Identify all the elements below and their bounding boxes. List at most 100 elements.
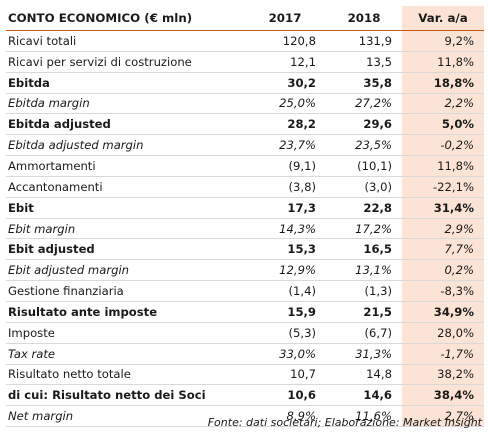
source-note: Fonte: dati societari; Elaborazione: Mar… <box>207 416 482 429</box>
row-label: Risultato ante imposte <box>6 301 244 323</box>
table-row: Ebitda 30,2 35,8 18,8% <box>6 72 484 94</box>
row-label: Ebit <box>6 197 244 219</box>
table-row: Ebit adjusted 15,3 16,5 7,7% <box>6 238 484 261</box>
value-var: 28,0% <box>402 322 484 344</box>
value-2018: 23,5% <box>326 134 402 157</box>
row-label: Ricavi totali <box>6 30 244 52</box>
value-2017: 23,7% <box>244 134 326 157</box>
value-2018: 13,5 <box>326 51 402 73</box>
value-var: 31,4% <box>402 197 484 219</box>
value-var: -1,7% <box>402 343 484 365</box>
row-label: Tax rate <box>6 343 244 365</box>
table-row: Accantonamenti (3,8) (3,0) -22,1% <box>6 176 484 198</box>
row-label: Risultato netto totale <box>6 364 244 386</box>
table-header: CONTO ECONOMICO (€ mln) 2017 2018 Var. a… <box>6 6 484 31</box>
table-row: Ebit 17,3 22,8 31,4% <box>6 197 484 219</box>
value-2018: 11,6% <box>326 405 402 428</box>
income-statement-table: CONTO ECONOMICO (€ mln) 2017 2018 Var. a… <box>6 6 484 428</box>
value-2017: 12,9% <box>244 259 326 282</box>
value-2018: 14,6 <box>326 384 402 407</box>
value-2017: 10,6 <box>244 384 326 407</box>
table-row: Ricavi per servizi di costruzione 12,1 13,… <box>6 51 484 73</box>
value-var: 38,2% <box>402 364 484 386</box>
row-label: Ebitda adjusted <box>6 113 244 136</box>
header-2018: 2018 <box>326 6 402 31</box>
value-var: 38,4% <box>402 384 484 407</box>
value-var: 11,8% <box>402 155 484 177</box>
table-row: Risultato netto totale 10,7 14,8 38,2% <box>6 364 484 386</box>
value-2018: 27,2% <box>326 93 402 115</box>
value-2018: 22,8 <box>326 197 402 219</box>
row-label: Ebitda margin <box>6 93 244 115</box>
value-2017: 15,3 <box>244 238 326 261</box>
row-label: Ebit adjusted <box>6 238 244 261</box>
header-label: CONTO ECONOMICO (€ mln) <box>6 6 244 31</box>
value-2017: 28,2 <box>244 113 326 136</box>
value-2018: 14,8 <box>326 364 402 386</box>
value-2017: 17,3 <box>244 197 326 219</box>
value-var: -22,1% <box>402 176 484 198</box>
value-2017: (3,8) <box>244 176 326 198</box>
row-label: di cui: Risultato netto dei Soci <box>6 384 244 407</box>
table-row: Gestione finanziaria (1,4) (1,3) -8,3% <box>6 280 484 302</box>
value-var: 7,7% <box>402 238 484 261</box>
table-row: Ebitda adjusted margin 23,7% 23,5% -0,2% <box>6 134 484 157</box>
header-row: CONTO ECONOMICO (€ mln) 2017 2018 Var. a… <box>6 6 484 31</box>
header-var: Var. a/a <box>402 6 484 31</box>
row-label: Accantonamenti <box>6 176 244 198</box>
value-var: 0,2% <box>402 259 484 282</box>
value-2018: (6,7) <box>326 322 402 344</box>
value-2018: 131,9 <box>326 30 402 52</box>
row-label: Imposte <box>6 322 244 344</box>
row-label: Ebit margin <box>6 218 244 240</box>
table-row: di cui: Risultato netto dei Soci 10,6 14,6… <box>6 384 484 407</box>
value-2018: 35,8 <box>326 72 402 94</box>
table-row: Imposte (5,3) (6,7) 28,0% <box>6 322 484 344</box>
value-2017: 30,2 <box>244 72 326 94</box>
row-label: Gestione finanziaria <box>6 280 244 302</box>
row-label: Net margin <box>6 405 244 428</box>
value-2017: 120,8 <box>244 30 326 52</box>
value-2018: (10,1) <box>326 155 402 177</box>
row-label: Ebit adjusted margin <box>6 259 244 282</box>
value-2017: 33,0% <box>244 343 326 365</box>
value-2018: 13,1% <box>326 259 402 282</box>
table-row: Tax rate 33,0% 31,3% -1,7% <box>6 343 484 365</box>
value-var: 34,9% <box>402 301 484 323</box>
table-row: Ebitda margin 25,0% 27,2% 2,2% <box>6 93 484 115</box>
table-row: Net margin 8,9% 11,6% 2,7% <box>6 405 484 428</box>
value-2018: (1,3) <box>326 280 402 302</box>
value-var: 2,2% <box>402 93 484 115</box>
value-2018: 17,2% <box>326 218 402 240</box>
row-label: Ammortamenti <box>6 155 244 177</box>
table-row: Ebit adjusted margin 12,9% 13,1% 0,2% <box>6 259 484 282</box>
value-2017: 8,9% <box>244 405 326 428</box>
value-var: 5,0% <box>402 113 484 136</box>
table-row: Ricavi totali 120,8 131,9 9,2% <box>6 30 484 52</box>
value-var: 9,2% <box>402 30 484 52</box>
value-var: 18,8% <box>402 72 484 94</box>
value-2017: (1,4) <box>244 280 326 302</box>
value-2017: 25,0% <box>244 93 326 115</box>
value-var: 2,9% <box>402 218 484 240</box>
table-row: Ebitda adjusted 28,2 29,6 5,0% <box>6 113 484 136</box>
value-2017: (9,1) <box>244 155 326 177</box>
value-2018: 21,5 <box>326 301 402 323</box>
table-body: Ricavi totali 120,8 131,9 9,2% Ricavi per se… <box>6 30 484 428</box>
value-2017: 12,1 <box>244 51 326 73</box>
value-2017: 14,3% <box>244 218 326 240</box>
value-var: 2,7% <box>402 405 484 428</box>
value-var: 11,8% <box>402 51 484 73</box>
row-label: Ebitda <box>6 72 244 94</box>
income-statement-table-wrapper: CONTO ECONOMICO (€ mln) 2017 2018 Var. a… <box>6 6 484 428</box>
table-row: Ebit margin 14,3% 17,2% 2,9% <box>6 218 484 240</box>
value-2017: (5,3) <box>244 322 326 344</box>
header-2017: 2017 <box>244 6 326 31</box>
value-2018: 16,5 <box>326 238 402 261</box>
table-row: Ammortamenti (9,1) (10,1) 11,8% <box>6 155 484 177</box>
value-var: -0,2% <box>402 134 484 157</box>
value-2017: 10,7 <box>244 364 326 386</box>
table-row: Risultato ante imposte 15,9 21,5 34,9% <box>6 301 484 323</box>
value-2017: 15,9 <box>244 301 326 323</box>
value-2018: (3,0) <box>326 176 402 198</box>
